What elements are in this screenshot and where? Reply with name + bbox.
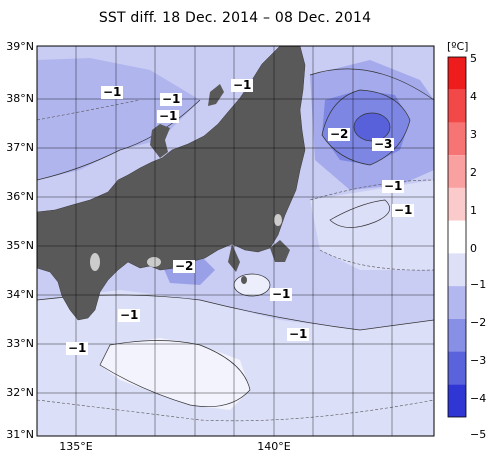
- lake-biwa: [90, 253, 100, 271]
- land-sado: [208, 84, 224, 106]
- lake-kasumigaura: [274, 214, 282, 226]
- anomaly-light-east: [310, 180, 434, 270]
- colorbar-segment: [448, 155, 466, 188]
- colorbar-segment: [448, 57, 466, 90]
- lat-label-34n: 34°N: [6, 288, 34, 301]
- contour-label: −1: [287, 327, 310, 341]
- lake-hamana: [147, 257, 161, 267]
- contour-label: −3: [372, 137, 395, 151]
- colorbar-segment: [448, 89, 466, 123]
- land-honshu: [37, 46, 306, 321]
- lat-label-32n: 32°N: [6, 386, 34, 399]
- lat-label-39n: 39°N: [6, 40, 34, 53]
- contour-label: −1: [101, 85, 124, 99]
- lat-label-35n: 35°N: [6, 239, 34, 252]
- colorbar-tick: 5: [470, 52, 477, 65]
- colorbar-tick: 0: [470, 242, 477, 255]
- contour-label: −1: [118, 308, 141, 322]
- lon-label-140e: 140°E: [257, 440, 291, 453]
- colorbar-tick: 4: [470, 90, 477, 103]
- colorbar-tick: −4: [470, 392, 487, 405]
- lat-label-36n: 36°N: [6, 190, 34, 203]
- contour-label: −2: [328, 127, 351, 141]
- contour-label: −1: [66, 341, 89, 355]
- colorbar-segment: [448, 220, 466, 254]
- lon-label-135e: 135°E: [59, 440, 93, 453]
- contour-label: −1: [392, 203, 415, 217]
- lat-label-38n: 38°N: [6, 92, 34, 105]
- contour-label: −1: [157, 109, 180, 123]
- anomaly-minus-three: [354, 113, 390, 141]
- colorbar-segment: [448, 286, 466, 319]
- colorbar-tick: −1: [470, 278, 487, 291]
- contour-label: −1: [382, 179, 405, 193]
- contour-label: −1: [231, 78, 254, 92]
- colorbar: [447, 56, 467, 418]
- colorbar-tick: −5: [470, 428, 487, 441]
- colorbar-unit: [ºC]: [447, 40, 469, 53]
- colorbar-tick: −3: [470, 354, 487, 367]
- anomaly-near-zero-south: [100, 338, 250, 410]
- contour-label: −1: [160, 92, 183, 106]
- land-boso: [270, 240, 290, 262]
- map-frame: [36, 45, 435, 437]
- land-izu-oshima: [241, 276, 247, 284]
- colorbar-segment: [448, 351, 466, 385]
- colorbar-tick: −2: [470, 316, 487, 329]
- contour-label: −2: [173, 259, 196, 273]
- colorbar-segment: [448, 384, 466, 417]
- colorbar-segment: [448, 122, 466, 156]
- anomaly-dark-japan-sea: [37, 58, 200, 180]
- colorbar-tick: 1: [470, 204, 477, 217]
- lat-label-37n: 37°N: [6, 141, 34, 154]
- colorbar-segment: [448, 253, 466, 287]
- colorbar-tick: 2: [470, 166, 477, 179]
- graticule: [37, 46, 434, 436]
- colorbar-segment: [448, 318, 466, 352]
- colorbar-tick: 3: [470, 128, 477, 141]
- contour-label: −1: [270, 287, 293, 301]
- map-title: SST diff. 18 Dec. 2014 – 08 Dec. 2014: [98, 10, 372, 26]
- lat-label-33n: 33°N: [6, 337, 34, 350]
- colorbar-segment: [448, 187, 466, 221]
- lat-label-31n: 31°N: [6, 428, 34, 441]
- colorbar-frame: [447, 56, 467, 418]
